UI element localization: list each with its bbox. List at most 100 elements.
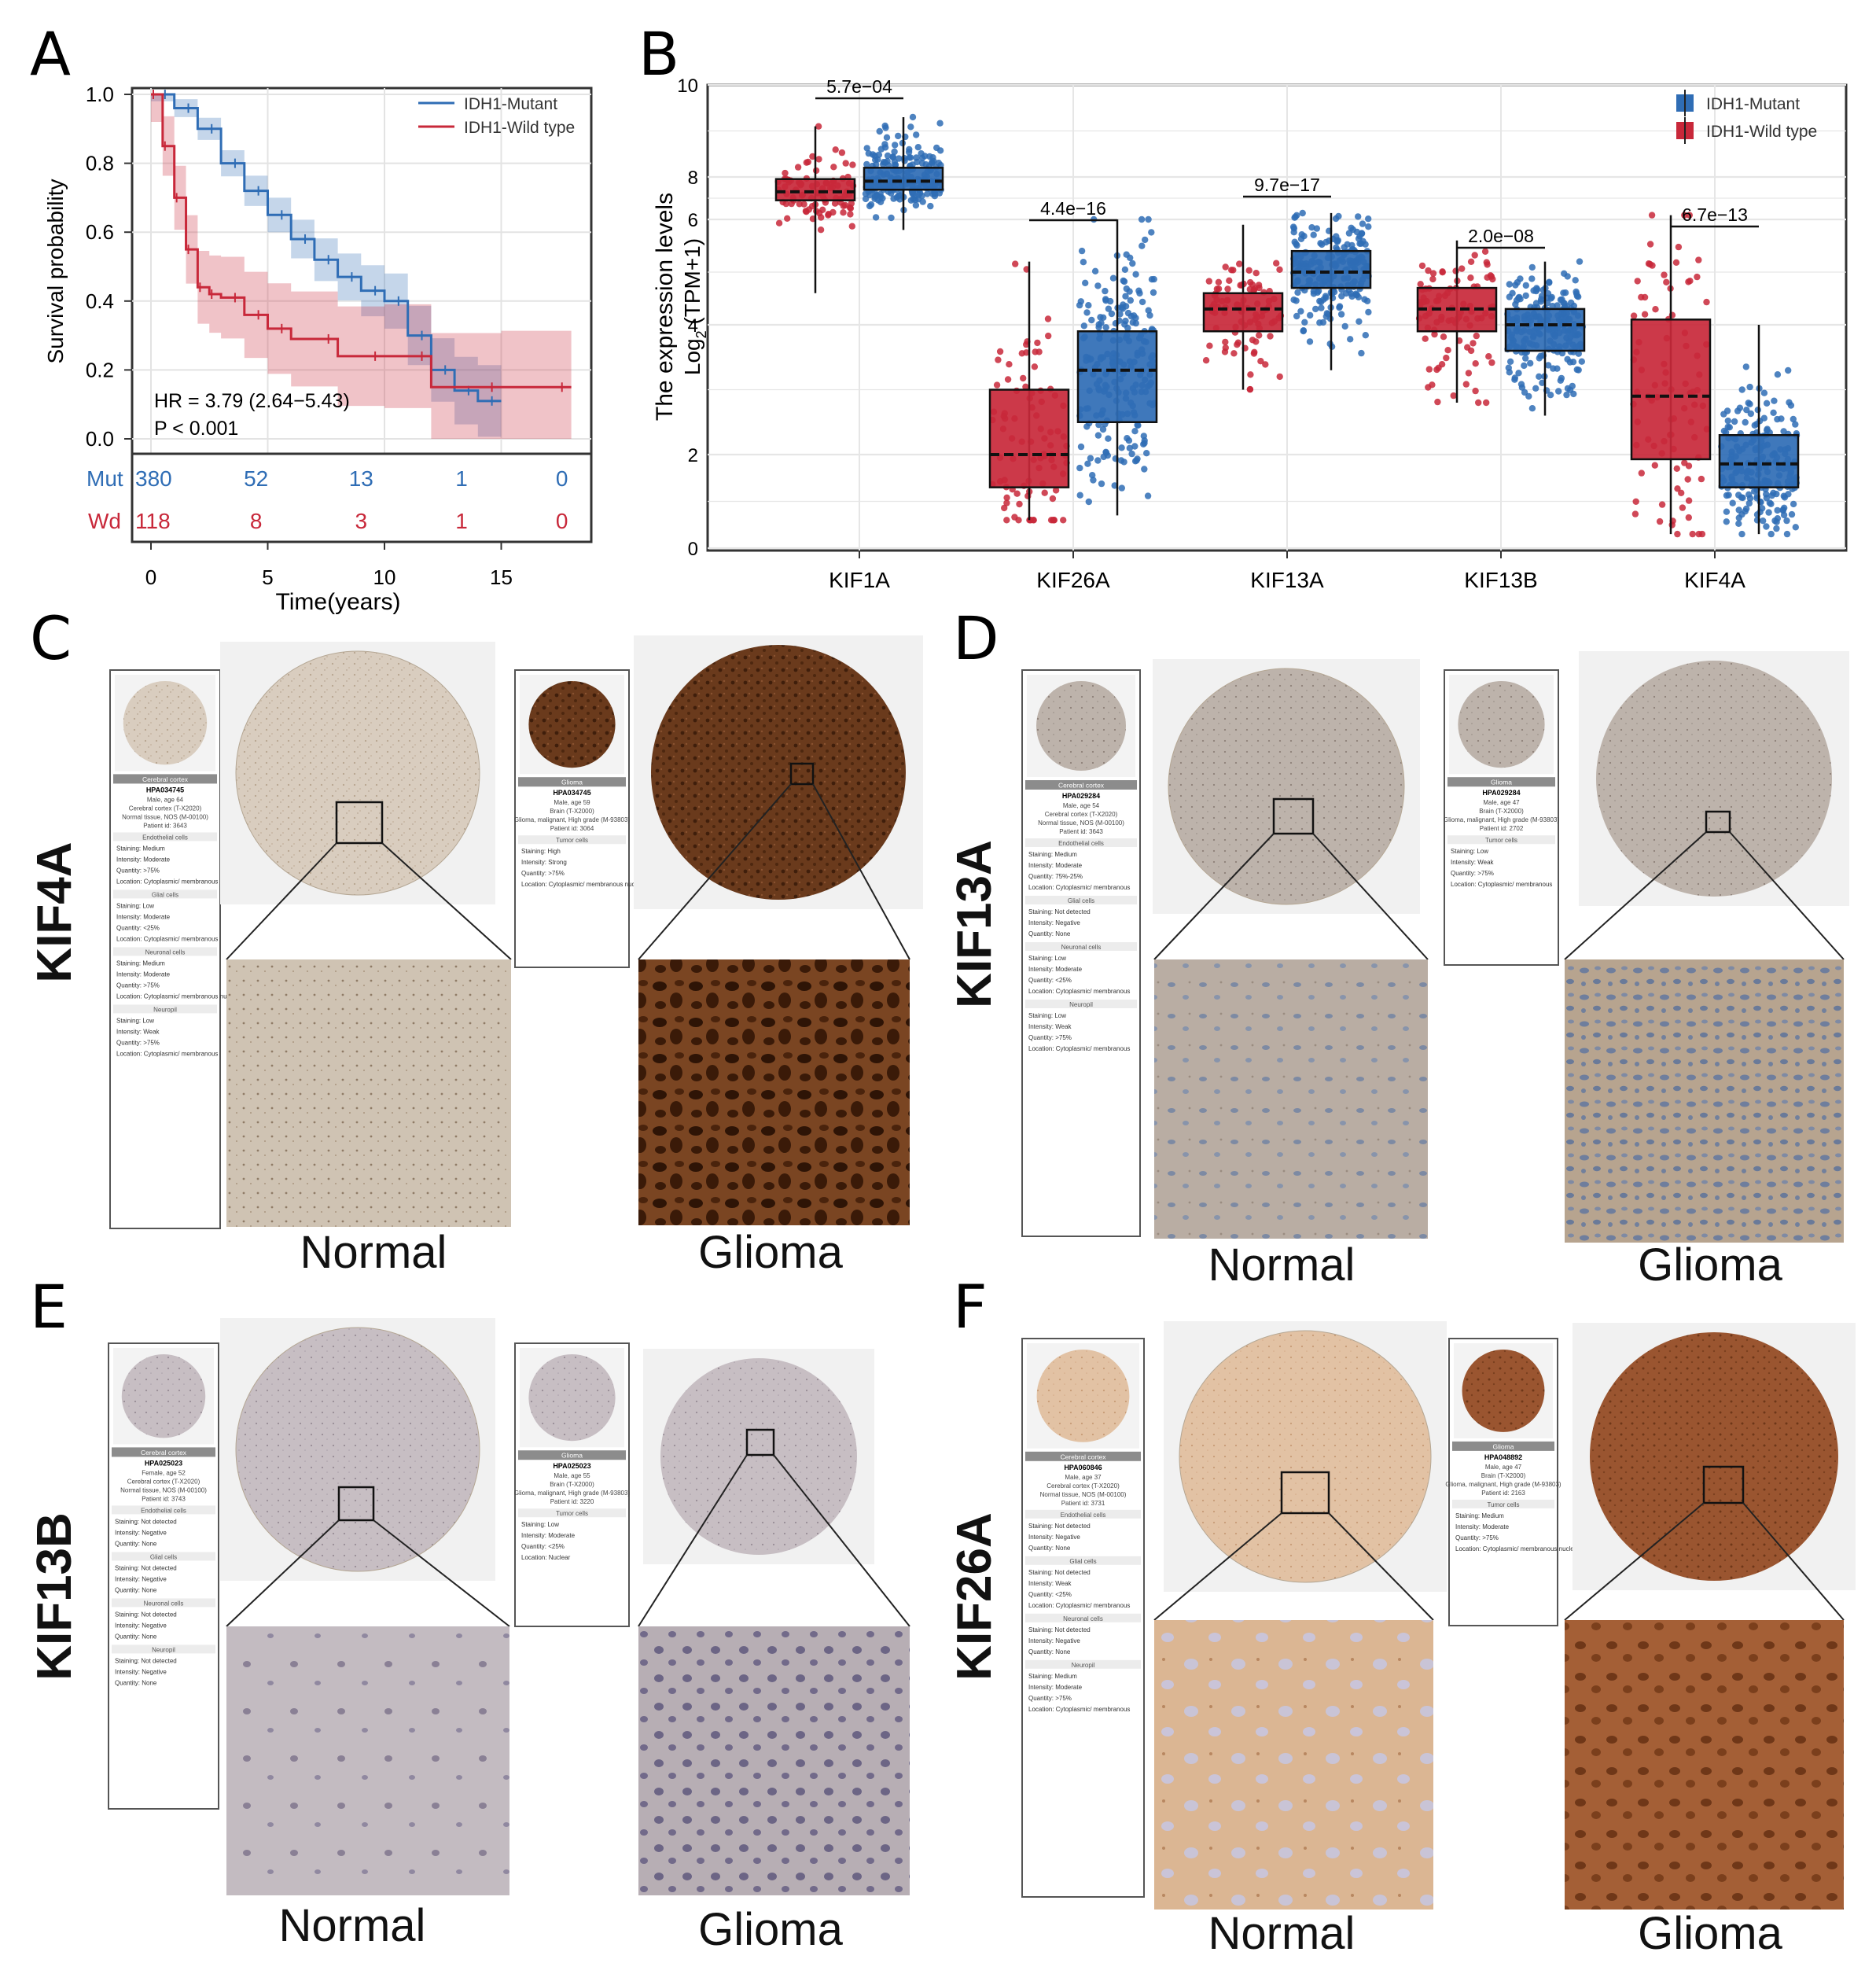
hpa-patient-line: Patient id: 2163 xyxy=(1481,1490,1525,1497)
data-point xyxy=(1015,517,1022,524)
hpa-row: Intensity: Moderate xyxy=(1028,1684,1083,1691)
survival-plot-frame xyxy=(131,87,593,455)
hpa-antibody: HPA029284 xyxy=(1482,789,1520,797)
data-point xyxy=(1465,370,1473,377)
data-point xyxy=(1077,298,1085,305)
data-point xyxy=(1575,350,1583,357)
data-point xyxy=(1134,455,1141,462)
data-point xyxy=(1044,315,1052,322)
hpa-row: Quantity: >75% xyxy=(521,870,565,877)
glioma-zoom-line xyxy=(1742,1502,1845,1621)
hpa-row: Location: Cytoplasmic/ membranous xyxy=(1028,988,1130,995)
data-point xyxy=(1742,508,1749,515)
ihc-gene-label: KIF13B xyxy=(28,1512,82,1681)
data-point xyxy=(1674,530,1681,538)
hpa-section-bar xyxy=(113,832,217,842)
hpa-antibody: HPA034745 xyxy=(553,789,590,797)
data-point xyxy=(1273,260,1280,267)
data-point xyxy=(1771,397,1778,404)
hpa-row: Quantity: None xyxy=(115,1540,157,1547)
data-point xyxy=(1738,386,1745,393)
hpa-antibody: HPA048892 xyxy=(1484,1453,1522,1461)
data-point xyxy=(1467,258,1475,265)
data-point xyxy=(1322,293,1330,300)
hpa-row: Location: Cytoplasmic/ membranous xyxy=(1451,881,1552,888)
survival-plot: 0.00.20.40.60.81.0 Survival probability … xyxy=(43,83,593,615)
data-point xyxy=(1084,460,1091,467)
data-point xyxy=(1141,466,1148,473)
hpa-thumbnail xyxy=(528,681,616,768)
normal-zoom-image xyxy=(1154,959,1428,1239)
data-point xyxy=(1148,229,1155,236)
data-point xyxy=(1723,518,1730,525)
data-point xyxy=(1417,281,1424,288)
data-point xyxy=(1341,322,1348,330)
hpa-info-card: Cerebral cortex HPA060846 Male, age 37Cere… xyxy=(1021,1338,1145,1898)
hpa-row: Staining: Medium xyxy=(116,845,165,852)
data-point xyxy=(775,219,783,226)
data-point xyxy=(876,127,883,135)
data-point xyxy=(1517,296,1524,303)
data-point xyxy=(1146,311,1153,319)
hpa-patient-line: Female, age 52 xyxy=(142,1469,186,1476)
survival-ytick-label: 0.8 xyxy=(86,152,114,175)
data-point xyxy=(1222,344,1230,352)
data-point xyxy=(1422,335,1429,342)
data-point xyxy=(1675,243,1683,251)
hpa-patient-line: Brain (T-X2000) xyxy=(550,808,594,815)
data-point xyxy=(1673,465,1680,472)
data-point xyxy=(1359,220,1367,227)
data-point xyxy=(1651,462,1658,469)
data-point xyxy=(1527,359,1534,367)
data-point xyxy=(1724,423,1731,431)
data-point xyxy=(1333,244,1340,252)
data-point xyxy=(1539,379,1546,386)
hpa-section-bar xyxy=(113,947,217,956)
hpa-row: Intensity: Negative xyxy=(115,1529,167,1536)
glioma-tma-core xyxy=(651,645,906,900)
data-point xyxy=(1132,315,1139,322)
hpa-antibody: HPA029284 xyxy=(1062,792,1100,800)
hpa-patient-line: Glioma, malignant, High grade (M-93803) xyxy=(1444,816,1560,823)
data-point xyxy=(1317,298,1325,306)
hpa-info-card: Cerebral cortex HPA034745 Male, age 64 Cere… xyxy=(109,669,241,1229)
data-point xyxy=(1253,270,1260,277)
data-point xyxy=(1078,247,1086,255)
data-point xyxy=(1045,332,1052,340)
data-point xyxy=(1685,497,1693,504)
data-point xyxy=(1557,377,1565,384)
hpa-section-bar xyxy=(112,1505,215,1515)
data-point xyxy=(1297,235,1305,242)
data-point xyxy=(1145,307,1152,314)
hpa-section-label: Neuronal cells xyxy=(144,1600,184,1607)
data-point xyxy=(871,195,878,202)
data-point xyxy=(1444,347,1451,354)
hpa-row: Intensity: Weak xyxy=(116,1028,160,1035)
data-point xyxy=(1681,212,1688,219)
data-point xyxy=(1090,477,1097,484)
data-point xyxy=(1094,282,1102,289)
hpa-row: Location: Cytoplasmic/ membranous xyxy=(1028,1045,1130,1052)
risk-count: 1 xyxy=(455,509,468,533)
ihc-gene-label: KIF26A xyxy=(947,1512,1002,1681)
data-point xyxy=(1230,350,1238,357)
data-point xyxy=(888,214,895,222)
data-point xyxy=(1536,355,1543,362)
data-point xyxy=(1742,363,1749,370)
boxplot-xtick-label: KIF13A xyxy=(1250,568,1324,592)
data-point xyxy=(1131,428,1138,435)
boxplot-xtick-label: KIF26A xyxy=(1036,568,1110,592)
data-point xyxy=(1085,498,1093,506)
hpa-row: Staining: Low xyxy=(1451,848,1488,855)
data-point xyxy=(1105,435,1112,442)
hpa-section-bar xyxy=(1447,835,1555,845)
hpa-antibody: HPA025023 xyxy=(145,1459,182,1467)
data-point xyxy=(1528,275,1536,282)
data-point xyxy=(1431,330,1438,338)
hpa-row: Quantity: >75% xyxy=(1028,1034,1072,1041)
data-point xyxy=(1205,278,1213,285)
data-point xyxy=(1144,492,1152,499)
data-point xyxy=(1678,489,1685,496)
ihc-panel-f: KIF26A Cerebral cortex HPA060846 Male, age … xyxy=(947,1321,1856,1959)
data-point xyxy=(1106,297,1114,305)
